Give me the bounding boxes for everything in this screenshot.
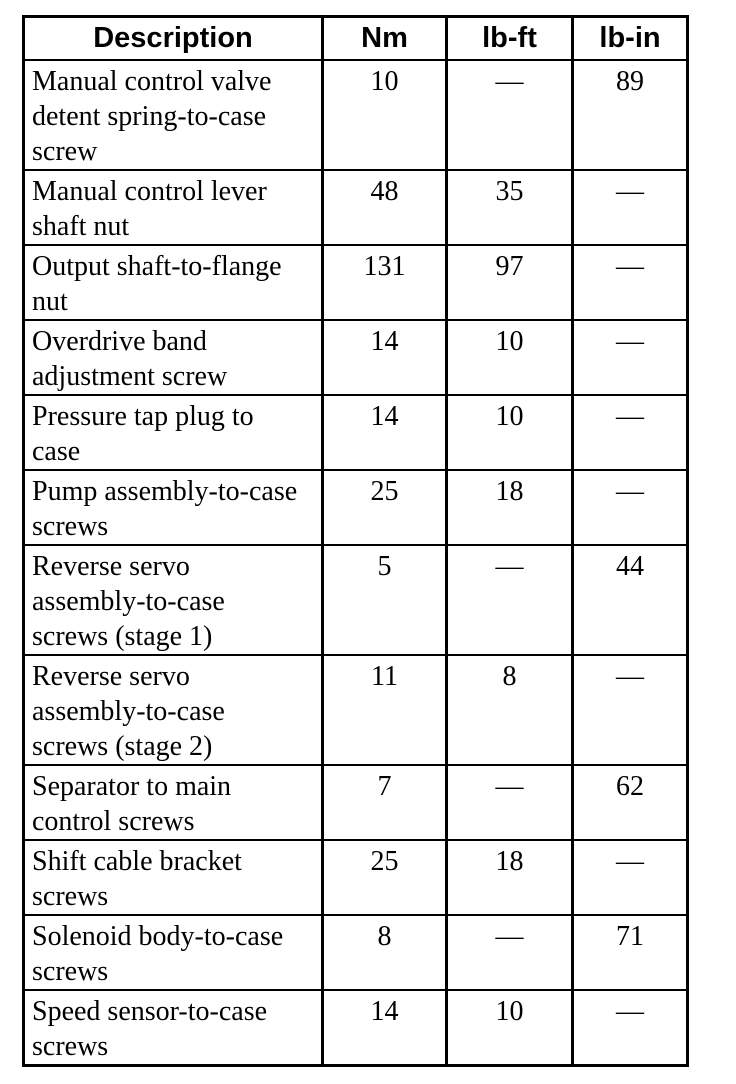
table-row: Overdrive band adjustment screw 14 10 — <box>22 318 689 396</box>
table-row: Manual control valve detent spring-to-ca… <box>22 58 689 171</box>
description-cell: Reverse servo assembly-to-case screws (s… <box>22 543 324 656</box>
lb-in-cell: — <box>571 653 689 766</box>
description-cell: Separator to main control screws <box>22 763 324 841</box>
table-row: Pressure tap plug to case 14 10 — <box>22 393 689 471</box>
description-cell: Manual control valve detent spring-to-ca… <box>22 58 324 171</box>
lb-in-cell: — <box>571 393 689 471</box>
header-nm: Nm <box>321 15 448 61</box>
nm-cell: 11 <box>321 653 448 766</box>
lb-in-cell: — <box>571 988 689 1066</box>
header-lb-in: lb-in <box>571 15 689 61</box>
nm-cell: 7 <box>321 763 448 841</box>
description-cell: Pressure tap plug to case <box>22 393 324 471</box>
lb-in-cell: — <box>571 318 689 396</box>
lb-ft-cell: 10 <box>445 393 574 471</box>
table-row: Solenoid body-to-case screws 8 — 71 <box>22 913 689 991</box>
table-row: Manual control lever shaft nut 48 35 — <box>22 168 689 246</box>
table-row: Shift cable bracket screws 25 18 — <box>22 838 689 916</box>
lb-ft-cell: — <box>445 913 574 991</box>
table-row: Reverse servo assembly-to-case screws (s… <box>22 653 689 766</box>
lb-ft-cell: 97 <box>445 243 574 321</box>
header-description: Description <box>22 15 324 61</box>
nm-cell: 25 <box>321 468 448 546</box>
lb-ft-cell: — <box>445 58 574 171</box>
description-cell: Reverse servo assembly-to-case screws (s… <box>22 653 324 766</box>
torque-spec-table: Description Nm lb-ft lb-in Manual contro… <box>22 15 689 1067</box>
nm-cell: 14 <box>321 393 448 471</box>
lb-in-cell: — <box>571 168 689 246</box>
nm-cell: 14 <box>321 318 448 396</box>
lb-ft-cell: — <box>445 543 574 656</box>
description-cell: Shift cable bracket screws <box>22 838 324 916</box>
table-row: Pump assembly-to-case screws 25 18 — <box>22 468 689 546</box>
nm-cell: 25 <box>321 838 448 916</box>
table-row: Reverse servo assembly-to-case screws (s… <box>22 543 689 656</box>
description-cell: Solenoid body-to-case screws <box>22 913 324 991</box>
table-row: Speed sensor-to-case screws 14 10 — <box>22 988 689 1066</box>
lb-in-cell: 89 <box>571 58 689 171</box>
header-lb-ft: lb-ft <box>445 15 574 61</box>
lb-ft-cell: 10 <box>445 318 574 396</box>
table-header-row: Description Nm lb-ft lb-in <box>22 15 689 61</box>
lb-in-cell: 71 <box>571 913 689 991</box>
table-row: Output shaft-to-flange nut 131 97 — <box>22 243 689 321</box>
lb-in-cell: 62 <box>571 763 689 841</box>
lb-ft-cell: 8 <box>445 653 574 766</box>
description-cell: Output shaft-to-flange nut <box>22 243 324 321</box>
description-cell: Speed sensor-to-case screws <box>22 988 324 1066</box>
lb-in-cell: — <box>571 243 689 321</box>
lb-ft-cell: — <box>445 763 574 841</box>
lb-ft-cell: 18 <box>445 838 574 916</box>
lb-in-cell: — <box>571 838 689 916</box>
lb-in-cell: 44 <box>571 543 689 656</box>
description-cell: Pump assembly-to-case screws <box>22 468 324 546</box>
nm-cell: 48 <box>321 168 448 246</box>
lb-ft-cell: 18 <box>445 468 574 546</box>
lb-ft-cell: 35 <box>445 168 574 246</box>
nm-cell: 10 <box>321 58 448 171</box>
nm-cell: 131 <box>321 243 448 321</box>
nm-cell: 14 <box>321 988 448 1066</box>
description-cell: Manual control lever shaft nut <box>22 168 324 246</box>
description-cell: Overdrive band adjustment screw <box>22 318 324 396</box>
table-row: Separator to main control screws 7 — 62 <box>22 763 689 841</box>
lb-in-cell: — <box>571 468 689 546</box>
nm-cell: 8 <box>321 913 448 991</box>
lb-ft-cell: 10 <box>445 988 574 1066</box>
nm-cell: 5 <box>321 543 448 656</box>
